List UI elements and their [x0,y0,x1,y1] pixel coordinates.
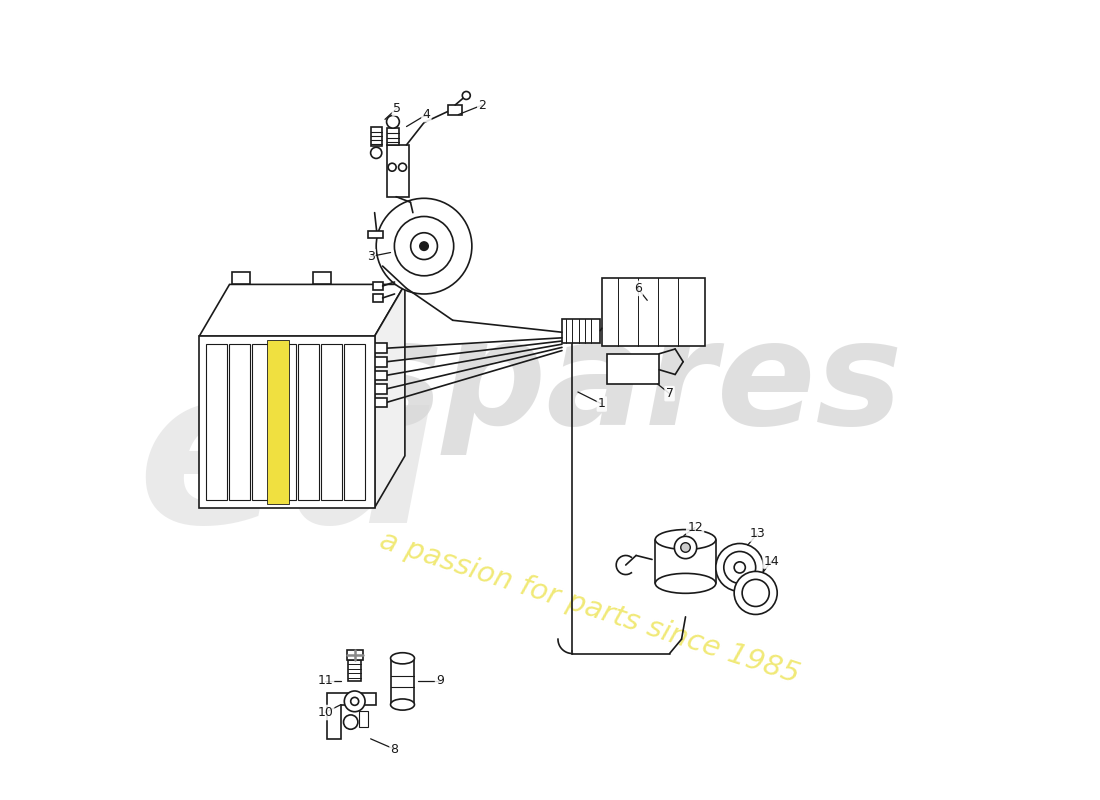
Text: 11: 11 [317,674,333,687]
Circle shape [343,715,358,730]
Bar [199,336,375,508]
Circle shape [351,698,359,706]
Text: eu: eu [138,359,437,568]
Bar [373,294,383,302]
Circle shape [716,543,763,591]
Text: 3: 3 [366,250,375,263]
Circle shape [734,562,746,573]
Text: 1: 1 [598,398,606,410]
Circle shape [371,147,382,158]
Text: 13: 13 [749,527,766,541]
Text: 14: 14 [763,554,780,567]
Polygon shape [327,693,376,739]
Polygon shape [375,285,405,508]
Bar [346,650,363,660]
Circle shape [462,91,471,99]
Text: 10: 10 [317,706,333,719]
Bar [448,105,462,114]
Bar [267,340,289,504]
Bar [364,370,386,380]
Ellipse shape [656,530,716,550]
Text: 12: 12 [688,521,703,534]
Text: 6: 6 [634,282,641,295]
Circle shape [388,163,396,171]
Bar [364,398,386,407]
Circle shape [674,536,696,558]
Text: 5: 5 [393,102,400,114]
Ellipse shape [656,574,716,594]
Bar [386,145,409,197]
Bar [314,272,331,285]
Ellipse shape [390,699,415,710]
Bar [207,344,227,500]
Bar [344,344,365,500]
Bar [373,282,383,290]
Bar [364,384,386,394]
Text: 8: 8 [390,742,398,756]
Bar [602,278,705,346]
Text: 2: 2 [478,98,486,111]
Bar [275,344,296,500]
Text: spares: spares [356,314,903,454]
Bar [364,343,386,353]
Bar [368,231,383,238]
Circle shape [376,198,472,294]
Bar [387,128,398,145]
Text: a passion for parts since 1985: a passion for parts since 1985 [376,526,803,689]
Bar [321,344,342,500]
Bar [230,344,250,500]
Text: 9: 9 [436,674,444,687]
Bar [371,127,382,146]
Bar [607,354,659,384]
Circle shape [681,542,691,552]
Bar [390,658,415,705]
Text: 7: 7 [666,387,673,400]
Bar [349,660,361,681]
Text: 4: 4 [422,108,430,121]
Circle shape [395,217,453,276]
Circle shape [724,551,756,583]
Bar [562,318,601,342]
Circle shape [734,571,778,614]
Bar [232,272,250,285]
Bar [298,344,319,500]
Bar [364,357,386,366]
Circle shape [398,163,407,171]
Circle shape [742,579,769,606]
Circle shape [386,115,399,128]
Ellipse shape [390,653,415,664]
Circle shape [344,691,365,712]
Circle shape [410,233,438,259]
Polygon shape [199,285,405,336]
Bar [252,344,273,500]
Circle shape [420,242,428,250]
Bar [359,711,369,727]
